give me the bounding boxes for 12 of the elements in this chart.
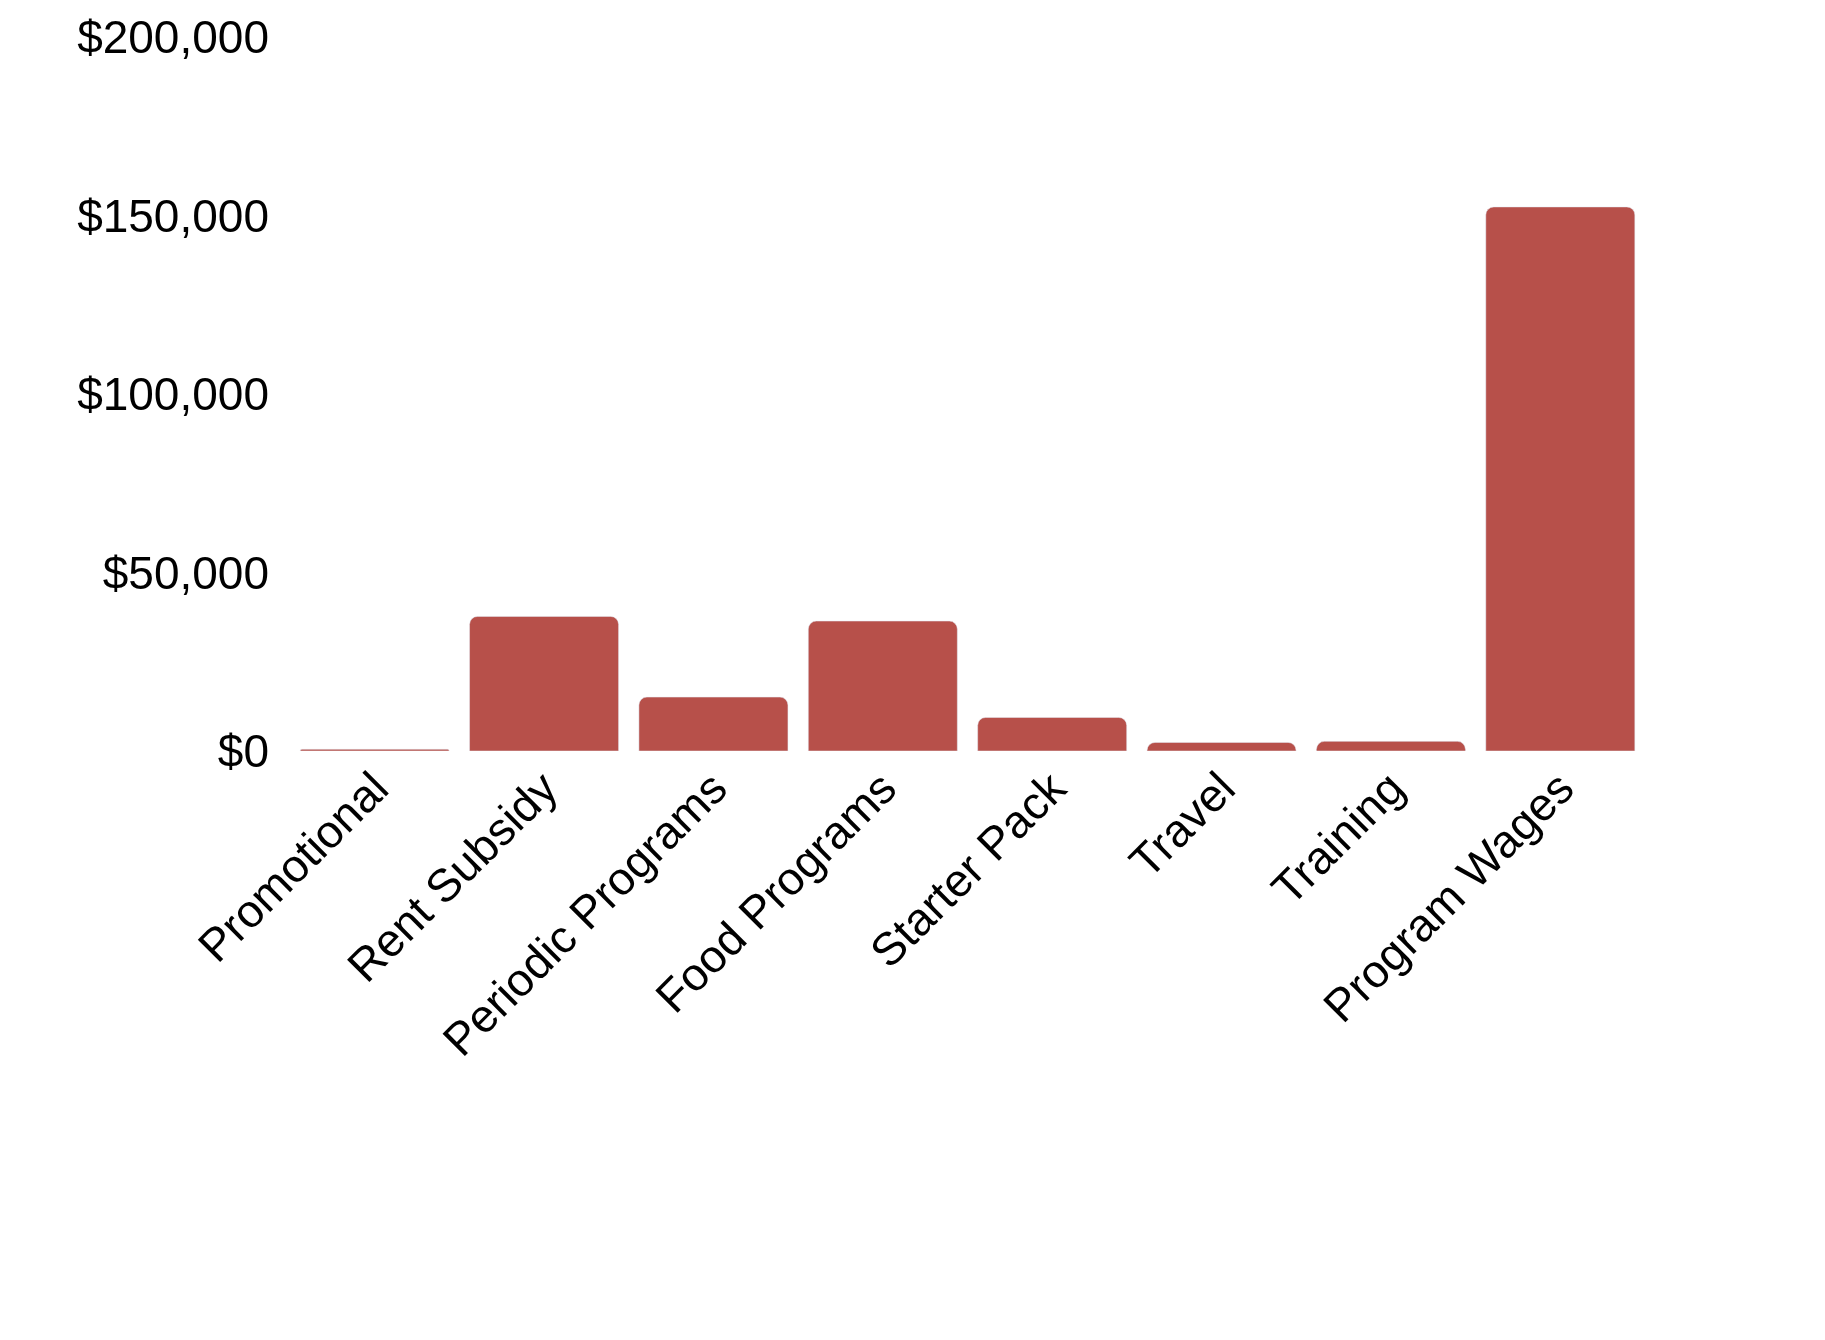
bar [638, 696, 789, 751]
y-tick-label: $50,000 [102, 546, 269, 599]
bar [1316, 741, 1466, 751]
bar [977, 717, 1127, 751]
bar [469, 616, 619, 751]
bar [1146, 742, 1297, 751]
bar [808, 620, 958, 751]
bar [1485, 206, 1636, 751]
y-tick-label: $100,000 [77, 368, 269, 421]
y-tick-label: $200,000 [77, 11, 269, 64]
y-tick-label: $150,000 [77, 189, 269, 242]
y-tick-label: $0 [217, 725, 269, 778]
